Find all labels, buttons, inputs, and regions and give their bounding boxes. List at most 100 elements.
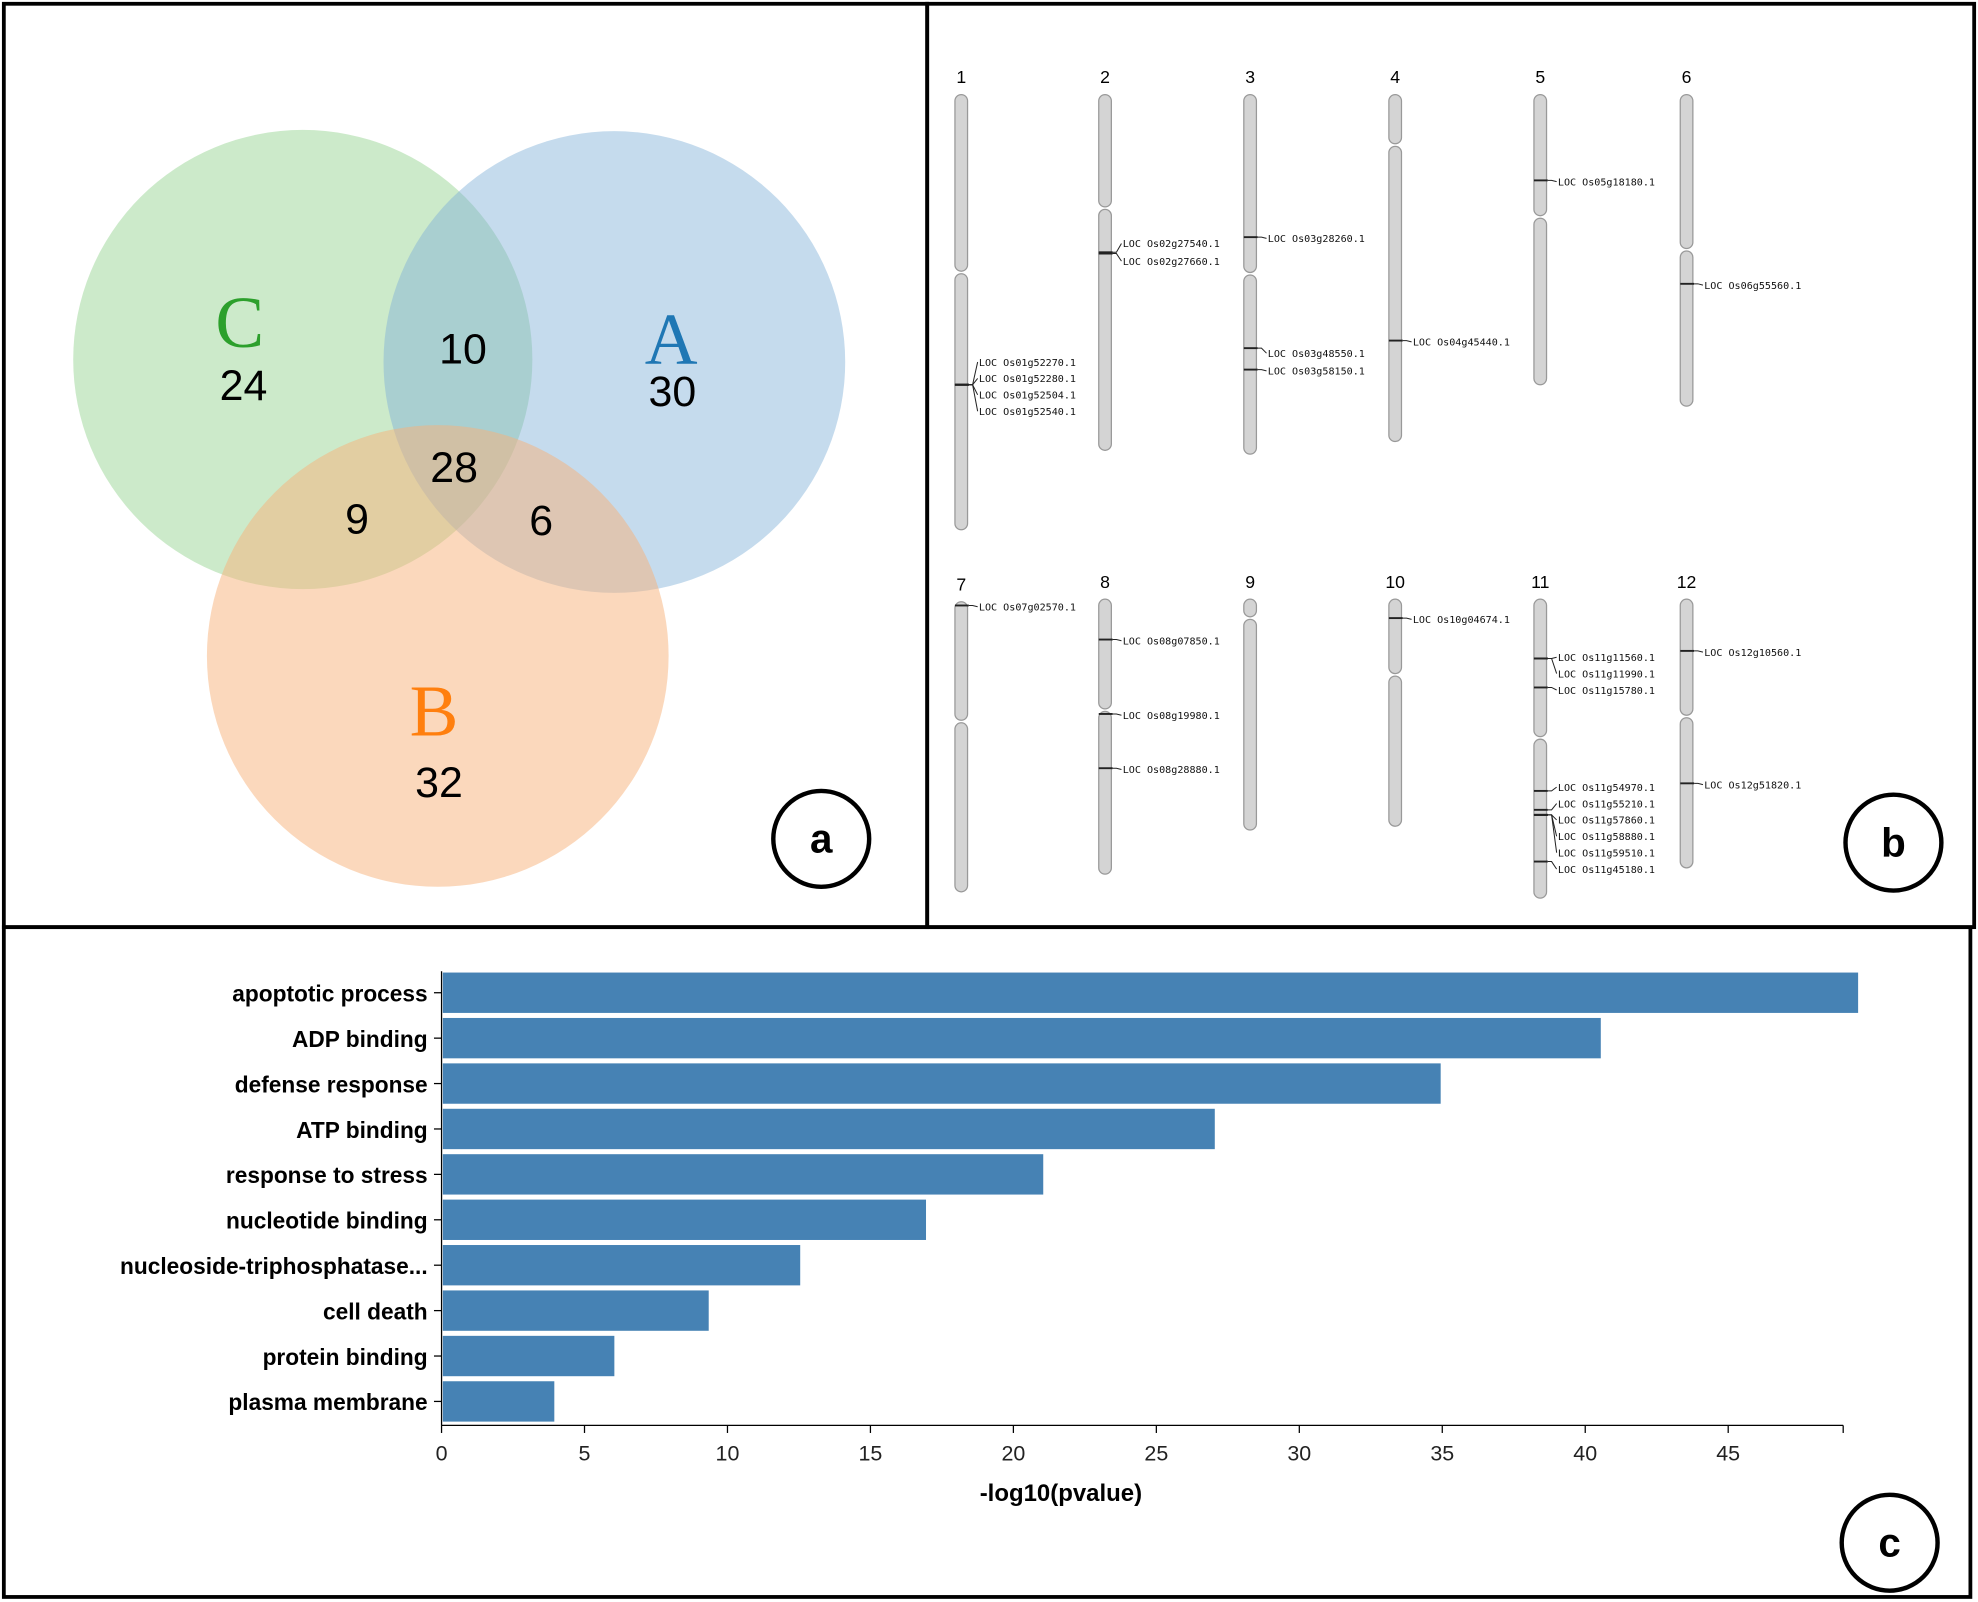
gene-label: LOC Os02g27660.1 bbox=[1123, 257, 1220, 268]
y-tick-label: apoptotic process bbox=[232, 981, 427, 1007]
gene-label: LOC Os11g54970.1 bbox=[1558, 783, 1655, 794]
count-ab: 6 bbox=[529, 497, 553, 545]
x-tick-label: 45 bbox=[1716, 1442, 1740, 1466]
bar bbox=[442, 1290, 709, 1331]
chromosome-4: 4 LOC Os04g45440.1 bbox=[1388, 67, 1510, 443]
chromosome-label: 7 bbox=[956, 574, 966, 594]
venn-circle-b bbox=[206, 425, 669, 887]
gene-connector bbox=[1694, 650, 1704, 653]
gene-connector bbox=[1547, 814, 1558, 853]
y-tick-label: plasma membrane bbox=[228, 1389, 427, 1415]
chromosome-arm-p bbox=[1243, 93, 1258, 274]
gene-label: LOC Os06g55560.1 bbox=[1704, 281, 1801, 292]
x-tick-label: 35 bbox=[1430, 1442, 1454, 1466]
chromosome-2: 2 LOC Os02g27540.1 LOC Os02g27660.1 bbox=[1098, 67, 1220, 451]
gene-connector bbox=[1112, 253, 1122, 262]
y-tick-label: cell death bbox=[323, 1298, 428, 1324]
gene-connector bbox=[1112, 243, 1122, 253]
gene-connector bbox=[1547, 686, 1557, 691]
chromosome-arm-q bbox=[1243, 618, 1258, 831]
gene-connector bbox=[1112, 639, 1122, 642]
gene-label: LOC Os03g28260.1 bbox=[1268, 234, 1365, 245]
gene-label: LOC Os12g51820.1 bbox=[1704, 780, 1801, 791]
chromosome-1: 1 LOC Os01g52270.1 LOC Os01g52280.1 LOC Os0… bbox=[954, 67, 1076, 531]
gene-label: LOC Os11g58880.1 bbox=[1558, 832, 1655, 843]
gene-connector bbox=[1402, 617, 1412, 620]
chromosome-6: 6 LOC Os06g55560.1 bbox=[1679, 67, 1801, 407]
gene-label: LOC Os01g52270.1 bbox=[979, 358, 1076, 369]
gene-label: LOC Os08g19980.1 bbox=[1123, 711, 1220, 722]
chromosome-arm-q bbox=[1243, 274, 1258, 455]
gene-label: LOC Os03g48550.1 bbox=[1268, 349, 1365, 360]
gene-connector bbox=[1547, 179, 1557, 183]
chromosome-arm-q bbox=[1533, 217, 1548, 386]
x-tick-label: 15 bbox=[858, 1442, 882, 1466]
x-tick-label: 5 bbox=[579, 1442, 591, 1466]
chromosome-label: 4 bbox=[1390, 67, 1400, 87]
gene-label: LOC Os11g55210.1 bbox=[1558, 799, 1655, 810]
chromosome-arm-q bbox=[1679, 250, 1694, 407]
x-tick-label: 10 bbox=[716, 1442, 740, 1466]
gene-connector bbox=[1257, 369, 1267, 372]
gene-connector bbox=[1112, 767, 1122, 770]
x-tick-label: 40 bbox=[1573, 1442, 1597, 1466]
y-tick-label: nucleotide binding bbox=[226, 1208, 428, 1234]
x-axis-label: -log10(pvalue) bbox=[980, 1480, 1142, 1507]
chromosome-8: 8 LOC Os08g07850.1 LOC Os08g19980.1 LOC Os0… bbox=[1098, 572, 1220, 875]
chromosome-arm-q bbox=[1098, 710, 1112, 875]
count-c-only: 24 bbox=[220, 362, 268, 410]
bar bbox=[442, 1063, 1441, 1104]
gene-label: LOC Os04g45440.1 bbox=[1413, 338, 1510, 349]
panel-badge-c: c bbox=[1839, 1492, 1940, 1593]
gene-connector bbox=[1112, 713, 1122, 716]
chromosome-label: 2 bbox=[1100, 67, 1110, 87]
chromosome-arm-q bbox=[954, 722, 969, 893]
chromosome-map: 1 LOC Os01g52270.1 LOC Os01g52280.1 LOC Os0… bbox=[954, 67, 1801, 899]
bar bbox=[442, 1017, 1601, 1059]
set-label-a: A bbox=[645, 298, 698, 379]
gene-label: LOC Os08g07850.1 bbox=[1123, 637, 1220, 648]
chromosome-label: 8 bbox=[1100, 572, 1110, 592]
bar bbox=[442, 1108, 1215, 1150]
gene-label: LOC Os11g59510.1 bbox=[1558, 849, 1655, 860]
set-label-b: B bbox=[410, 670, 459, 751]
gene-label: LOC Os10g04674.1 bbox=[1413, 615, 1510, 626]
gene-label: LOC Os02g27540.1 bbox=[1123, 239, 1220, 250]
gene-label: LOC Os11g45180.1 bbox=[1558, 865, 1655, 876]
gene-label: LOC Os11g11560.1 bbox=[1558, 653, 1655, 664]
chromosome-label: 1 bbox=[956, 67, 966, 87]
chromosome-11: 11 LOC Os11g11560.1 LOC Os11g11990.1 LOC Os… bbox=[1531, 572, 1655, 899]
chromosome-12: 12 LOC Os12g10560.1 LOC Os12g51820.1 bbox=[1677, 572, 1801, 869]
gene-label: LOC Os05g18180.1 bbox=[1558, 177, 1655, 188]
panel-label-c: c bbox=[1878, 1520, 1900, 1566]
chromosome-arm-p bbox=[1243, 598, 1258, 618]
x-tick-label: 25 bbox=[1144, 1442, 1168, 1466]
y-tick-label: protein binding bbox=[263, 1344, 428, 1370]
gene-connector bbox=[1547, 657, 1558, 674]
gene-connector bbox=[968, 361, 979, 386]
gene-label: LOC Os01g52280.1 bbox=[979, 374, 1076, 385]
panel-b-frame bbox=[925, 1, 1977, 930]
y-tick-label: defense response bbox=[235, 1071, 428, 1097]
panel-label-a: a bbox=[810, 816, 833, 862]
chromosome-arm-p bbox=[1098, 598, 1112, 710]
gene-connector bbox=[1694, 782, 1704, 786]
gene-connector bbox=[1547, 803, 1558, 811]
gene-label: LOC Os11g57860.1 bbox=[1558, 816, 1655, 827]
bar bbox=[442, 1154, 1044, 1195]
count-bc: 9 bbox=[345, 496, 369, 544]
chromosome-arm-p bbox=[1098, 93, 1112, 208]
venn-diagram: C 24 A 30 B 32 10 28 9 6 bbox=[73, 129, 846, 887]
panel-c-frame bbox=[1, 925, 1973, 1599]
chromosome-arm-p bbox=[1679, 93, 1694, 250]
chromosome-3: 3 LOC Os03g28260.1 LOC Os03g48550.1 LOC Os0… bbox=[1243, 67, 1365, 455]
bar bbox=[442, 1381, 555, 1422]
chromosome-arm-p bbox=[1388, 598, 1403, 675]
count-a-only: 30 bbox=[649, 368, 697, 416]
chromosome-5: 5 LOC Os05g18180.1 bbox=[1533, 67, 1655, 386]
panel-badge-a: a bbox=[771, 788, 872, 889]
chromosome-label: 9 bbox=[1245, 572, 1255, 592]
x-tick-label: 30 bbox=[1287, 1442, 1311, 1466]
count-b-only: 32 bbox=[415, 759, 463, 807]
